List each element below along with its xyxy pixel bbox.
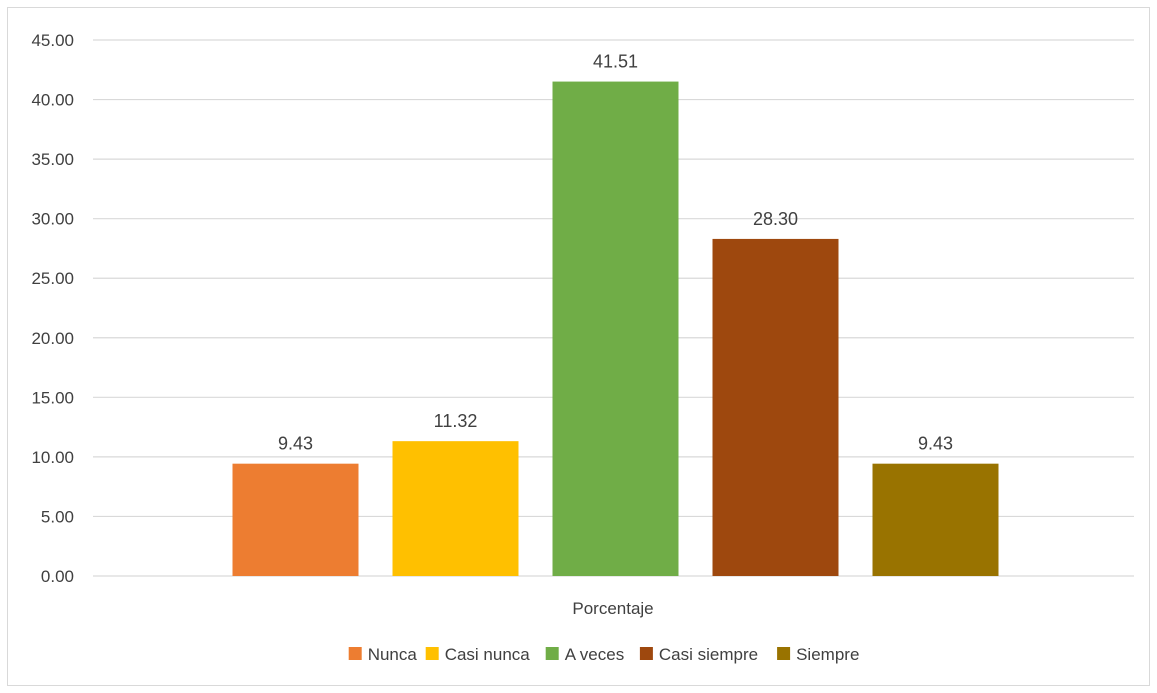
bar-casi-nunca [392, 441, 519, 576]
y-tick-label: 40.00 [31, 91, 74, 110]
y-axis-ticks: 0.00 5.00 10.00 15.00 20.00 25.00 30.00 35.00 40… [31, 31, 74, 586]
legend-swatch [348, 647, 362, 660]
data-labels: 9.43 11.32 41.51 28.30 9.43 [278, 52, 953, 454]
y-tick-label: 20.00 [31, 329, 74, 348]
bar-siempre [872, 463, 999, 576]
y-tick-label: 25.00 [31, 269, 74, 288]
data-label: 41.51 [593, 52, 638, 72]
bar-a-veces [552, 81, 679, 577]
data-label: 28.30 [753, 209, 798, 229]
legend-label: Nunca [368, 645, 418, 664]
legend-swatch [777, 647, 791, 660]
y-tick-label: 35.00 [31, 150, 74, 169]
legend: Nunca Casi nunca A veces Casi siempre Siempr… [348, 645, 859, 664]
x-axis-title: Porcentaje [572, 599, 653, 618]
legend-swatch [425, 647, 439, 660]
legend-label: A veces [565, 645, 625, 664]
data-label: 11.32 [434, 411, 478, 431]
data-label: 9.43 [918, 434, 953, 454]
y-tick-label: 30.00 [31, 210, 74, 229]
y-tick-label: 0.00 [41, 567, 74, 586]
y-tick-label: 5.00 [41, 507, 74, 526]
bars [232, 81, 999, 577]
bar-chart: 0.00 5.00 10.00 15.00 20.00 25.00 30.00 35.00 40… [31, 31, 1134, 664]
legend-label: Casi nunca [445, 645, 531, 664]
y-tick-label: 10.00 [31, 448, 74, 467]
legend-swatch [639, 647, 653, 660]
data-label: 9.43 [278, 434, 313, 454]
bar-nunca [232, 463, 359, 576]
legend-label: Casi siempre [659, 645, 758, 664]
legend-swatch [545, 647, 559, 660]
bar-casi-siempre [712, 238, 839, 576]
legend-label: Siempre [796, 645, 859, 664]
y-tick-label: 15.00 [31, 388, 74, 407]
chart-frame: 0.00 5.00 10.00 15.00 20.00 25.00 30.00 35.00 40… [7, 7, 1150, 686]
y-tick-label: 45.00 [31, 31, 74, 50]
